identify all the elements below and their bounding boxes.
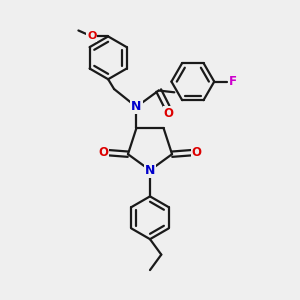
Text: N: N (131, 100, 142, 113)
Text: O: O (98, 146, 108, 159)
Text: O: O (164, 107, 173, 120)
Text: F: F (229, 75, 237, 88)
Text: N: N (145, 164, 155, 177)
Text: O: O (87, 32, 97, 41)
Text: O: O (192, 146, 202, 159)
